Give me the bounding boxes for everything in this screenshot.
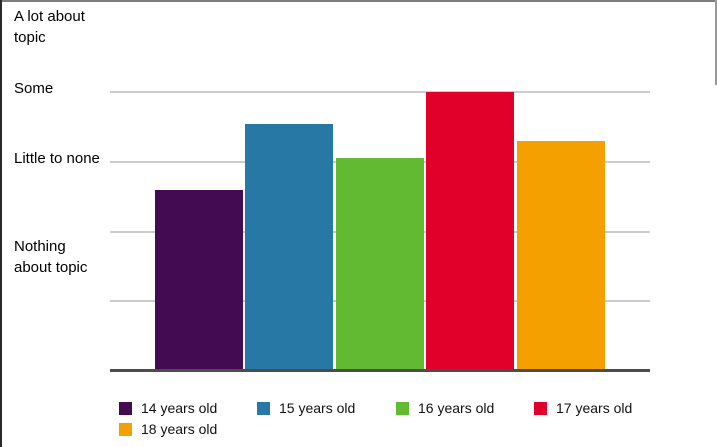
y-tick-label: Some <box>14 80 54 97</box>
window-border-right <box>715 0 717 85</box>
legend-color-swatch <box>257 402 270 415</box>
legend-label: 15 years old <box>279 400 356 416</box>
legend-item-15-years-old: 15 years old <box>257 400 355 417</box>
legend-color-swatch <box>396 402 409 415</box>
legend-label: 18 years old <box>141 421 218 437</box>
legend-color-swatch <box>119 402 132 415</box>
window-border-left <box>0 0 2 447</box>
legend-color-swatch <box>534 402 547 415</box>
bar-17-years-old <box>426 92 514 369</box>
y-tick-label: Nothing about topic <box>14 238 88 276</box>
window-border-top <box>0 0 717 2</box>
legend-item-16-years-old: 16 years old <box>396 400 494 417</box>
legend-label: 17 years old <box>556 400 633 416</box>
gridline <box>110 91 650 93</box>
y-tick-label: Little to none <box>14 150 100 167</box>
x-axis-line <box>110 369 650 372</box>
bar-16-years-old <box>336 158 424 369</box>
legend-item-14-years-old: 14 years old <box>119 400 217 417</box>
y-tick-label: A lot about topic <box>14 8 85 46</box>
legend-color-swatch <box>119 423 132 436</box>
legend-label: 14 years old <box>141 400 218 416</box>
legend-item-18-years-old: 18 years old <box>119 421 217 438</box>
legend-item-17-years-old: 17 years old <box>534 400 632 417</box>
bar-18-years-old <box>517 141 605 369</box>
bar-15-years-old <box>245 124 333 369</box>
bar-14-years-old <box>155 190 243 369</box>
legend-label: 16 years old <box>418 400 495 416</box>
